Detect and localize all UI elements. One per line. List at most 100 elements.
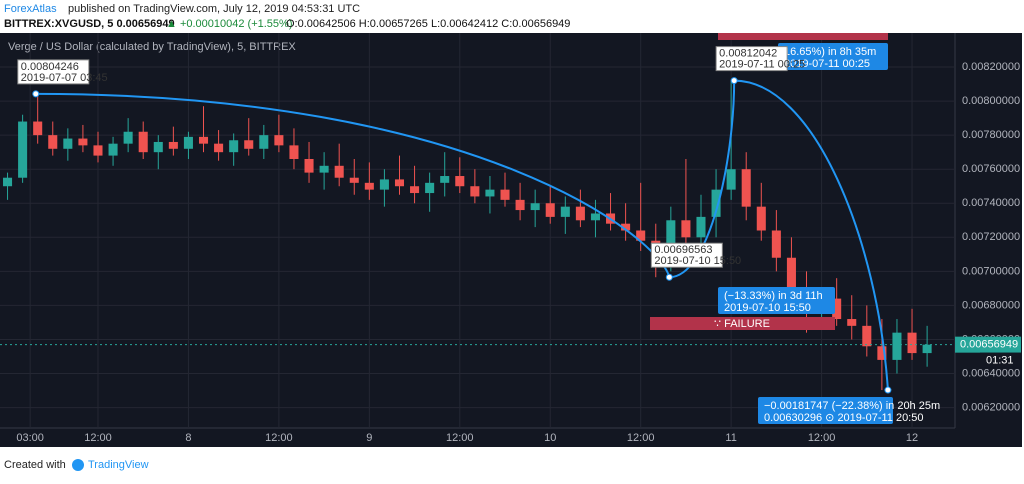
candle-body bbox=[485, 189, 495, 197]
candle-body bbox=[63, 138, 73, 149]
measure-box bbox=[718, 287, 835, 314]
x-tick-label: 11 bbox=[725, 432, 736, 444]
candle-body bbox=[711, 189, 721, 217]
y-tick-label: 0.00760000 bbox=[962, 163, 1020, 175]
candle-body bbox=[696, 216, 706, 238]
x-tick-label: 12:00 bbox=[627, 432, 655, 444]
price-label: 0.00812042 bbox=[719, 48, 777, 60]
candle-body bbox=[440, 176, 450, 183]
y-tick-label: 0.00780000 bbox=[962, 129, 1020, 141]
candle-body bbox=[183, 136, 193, 149]
candle-body bbox=[229, 140, 239, 153]
candle-body bbox=[636, 230, 646, 241]
price-label-box bbox=[17, 59, 90, 85]
candle-body bbox=[425, 182, 435, 194]
candle-body bbox=[681, 220, 691, 238]
candle-body bbox=[832, 298, 842, 320]
candle-body bbox=[108, 143, 118, 156]
candle-body bbox=[138, 131, 148, 153]
price-label: 0.00696563 bbox=[654, 244, 712, 256]
y-tick-label: 0.00820000 bbox=[962, 61, 1020, 73]
candle-body bbox=[862, 325, 872, 347]
date-label: 2019-07-07 03:45 bbox=[21, 72, 108, 84]
x-tick-label: 03:00 bbox=[16, 432, 44, 444]
candle-body bbox=[33, 121, 43, 136]
candle-body bbox=[18, 121, 28, 178]
candle-body bbox=[364, 182, 374, 190]
chart-background bbox=[0, 33, 1022, 447]
chart-title: Verge / US Dollar (calculated by Trading… bbox=[8, 41, 296, 53]
candle-body bbox=[621, 223, 631, 231]
measure-text: −0.00181747 (−22.38%) in 20h 25m bbox=[764, 400, 940, 412]
candle-body bbox=[545, 203, 555, 217]
candle-body bbox=[198, 136, 209, 144]
symbol: BITTREX:XVGUSD, 5 0.00656949 bbox=[4, 18, 175, 30]
price-label-box bbox=[715, 46, 788, 72]
candle-body bbox=[907, 332, 917, 354]
y-tick-label: 0.00720000 bbox=[962, 231, 1020, 243]
footer-brand[interactable]: TradingView bbox=[88, 459, 149, 471]
x-tick-label: 12:00 bbox=[265, 432, 293, 444]
measure-text: 16.65%) in 8h 35m bbox=[784, 46, 876, 58]
author[interactable]: ForexAtlas bbox=[4, 3, 57, 15]
x-tick-label: 12 bbox=[906, 432, 918, 444]
candle-body bbox=[3, 177, 13, 187]
countdown: 01:31 bbox=[986, 355, 1014, 367]
candle-body bbox=[515, 199, 525, 211]
y-tick-label: 0.00680000 bbox=[962, 299, 1020, 311]
price-label: 0.00804246 bbox=[21, 61, 79, 73]
change: ▲ +0.00010042 (+1.55%) bbox=[166, 18, 292, 30]
candle-body bbox=[892, 332, 902, 360]
y-tick-label: 0.00700000 bbox=[962, 265, 1020, 277]
candle-body bbox=[78, 138, 88, 146]
x-tick-label: 12:00 bbox=[808, 432, 836, 444]
candle-body bbox=[726, 169, 736, 190]
measure-box bbox=[778, 43, 888, 70]
candle-body bbox=[334, 165, 344, 178]
x-tick-label: 12:00 bbox=[446, 432, 474, 444]
failure-label: ∵ FAILURE bbox=[714, 318, 770, 330]
price-label-box bbox=[650, 242, 723, 268]
candle-body bbox=[741, 169, 751, 207]
candle-body bbox=[123, 131, 133, 144]
candle-body bbox=[455, 176, 465, 187]
candle-body bbox=[786, 257, 796, 289]
y-tick-label: 0.00620000 bbox=[962, 401, 1020, 413]
candle-body bbox=[214, 143, 224, 153]
y-tick-label: 0.00740000 bbox=[962, 197, 1020, 209]
countdown-box bbox=[980, 352, 1021, 368]
candle-body bbox=[530, 203, 540, 211]
ohlc: O:0.00642506 H:0.00657265 L:0.00642412 C… bbox=[286, 18, 570, 30]
y-tick-label: 0.00640000 bbox=[962, 367, 1020, 379]
candle-body bbox=[168, 141, 178, 149]
failure-box bbox=[650, 317, 835, 330]
candle-body bbox=[560, 206, 570, 217]
candle-body bbox=[771, 230, 781, 258]
candle-body bbox=[575, 206, 585, 221]
measure-text: (−13.33%) in 3d 11h bbox=[724, 290, 823, 302]
candle-body bbox=[847, 319, 857, 326]
candle-body bbox=[756, 206, 766, 231]
measure-sub: 2019-07-11 00:25 bbox=[784, 58, 870, 70]
candle-body bbox=[349, 177, 359, 183]
candle-body bbox=[379, 179, 389, 190]
last-price-box bbox=[955, 336, 1021, 353]
measure-sub: 0.00630296 ⊙ 2019-07-11 20:50 bbox=[764, 412, 923, 424]
candle-body bbox=[274, 135, 284, 146]
published: published on TradingView.com, July 12, 2… bbox=[68, 3, 360, 15]
x-tick-label: 10 bbox=[544, 432, 556, 444]
candle-body bbox=[394, 179, 405, 187]
footer-created: Created with bbox=[4, 459, 66, 471]
candle-body bbox=[244, 140, 254, 149]
pivot-point bbox=[884, 386, 892, 394]
measure-sub: 2019-07-10 15:50 bbox=[724, 302, 811, 314]
date-label: 2019-07-10 15:50 bbox=[654, 255, 741, 267]
logo bbox=[72, 459, 84, 471]
x-tick-label: 9 bbox=[366, 432, 372, 444]
candle-body bbox=[500, 189, 510, 200]
x-tick-label: 8 bbox=[185, 432, 191, 444]
candle-body bbox=[666, 220, 676, 263]
pivot-point bbox=[665, 273, 673, 281]
measure-box bbox=[758, 397, 893, 424]
